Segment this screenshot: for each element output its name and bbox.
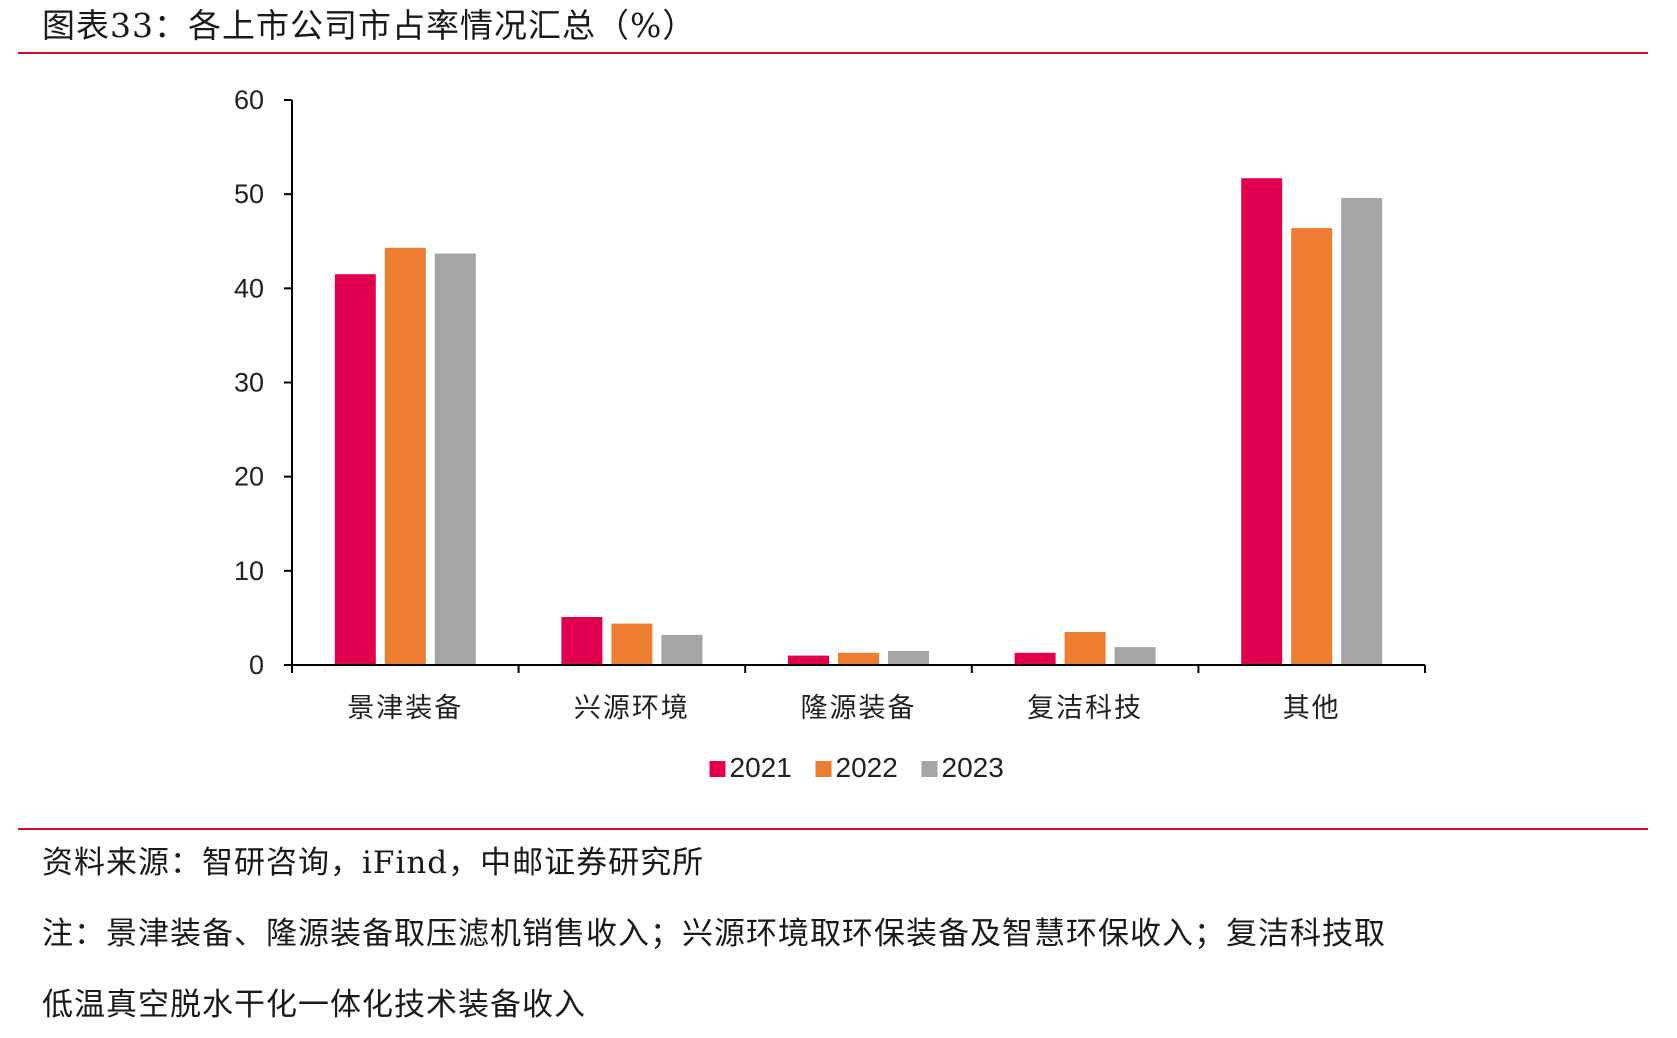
category-label-2: 兴源环境 [574,693,690,724]
legend-label-2023: 2023 [942,752,1004,783]
footnote-line-2: 低温真空脱水干化一体化技术装备收入 [42,987,586,1023]
bar-2022-1 [384,247,426,666]
footnote-line-1: 注：景津装备、隆源装备取压滤机销售收入；兴源环境取环保装备及智慧环保收入；复洁科… [42,916,1386,952]
legend: 2021 2022 2023 [709,752,1004,783]
category-label-5: 其他 [1283,693,1341,724]
bar-2022-3 [838,652,879,665]
bar-2023-4 [1114,647,1156,665]
legend-label-2022: 2022 [836,752,898,783]
category-label-1: 景津装备 [347,693,463,724]
bar-2021-1 [334,274,376,665]
bar-chart: 0 10 20 30 40 50 60 景津装备 兴源环境 隆源装备 复洁科技 其他 2021 2022… [234,85,1426,783]
bars-group [334,178,1383,666]
legend-swatch-2023 [921,761,938,777]
y-tick-label-10: 10 [234,556,264,586]
bar-2023-5 [1341,197,1383,665]
y-tick-label-30: 30 [234,368,264,398]
bar-2023-1 [434,253,476,665]
category-label-4: 复洁科技 [1027,693,1143,724]
bar-2023-3 [888,650,929,665]
bar-2021-4 [1014,652,1056,665]
y-tick-label-40: 40 [234,273,264,303]
legend-label-2021: 2021 [730,752,792,783]
bar-2021-3 [788,655,829,665]
bar-2022-4 [1064,632,1106,665]
y-tick-label-50: 50 [234,179,264,209]
source-note: 资料来源：智研咨询，iFind，中邮证券研究所 [42,845,705,881]
legend-swatch-2021 [709,761,726,777]
axes-group: 0 10 20 30 40 50 60 景津装备 兴源环境 隆源装备 复洁科技 其他 [234,85,1426,724]
legend-swatch-2022 [815,761,832,777]
bar-2022-2 [611,623,653,665]
y-tick-label-0: 0 [249,650,264,680]
y-tick-label-60: 60 [234,85,264,115]
bar-2021-2 [561,617,603,665]
chart-title: 图表33：各上市公司市占率情况汇总（%） [42,6,697,45]
bar-2021-5 [1241,178,1283,665]
y-tick-label-20: 20 [234,462,264,492]
top-divider [18,52,1648,54]
bottom-divider [18,828,1648,830]
bar-2023-2 [661,634,703,665]
bar-2022-5 [1291,228,1333,665]
category-label-3: 隆源装备 [801,693,917,724]
